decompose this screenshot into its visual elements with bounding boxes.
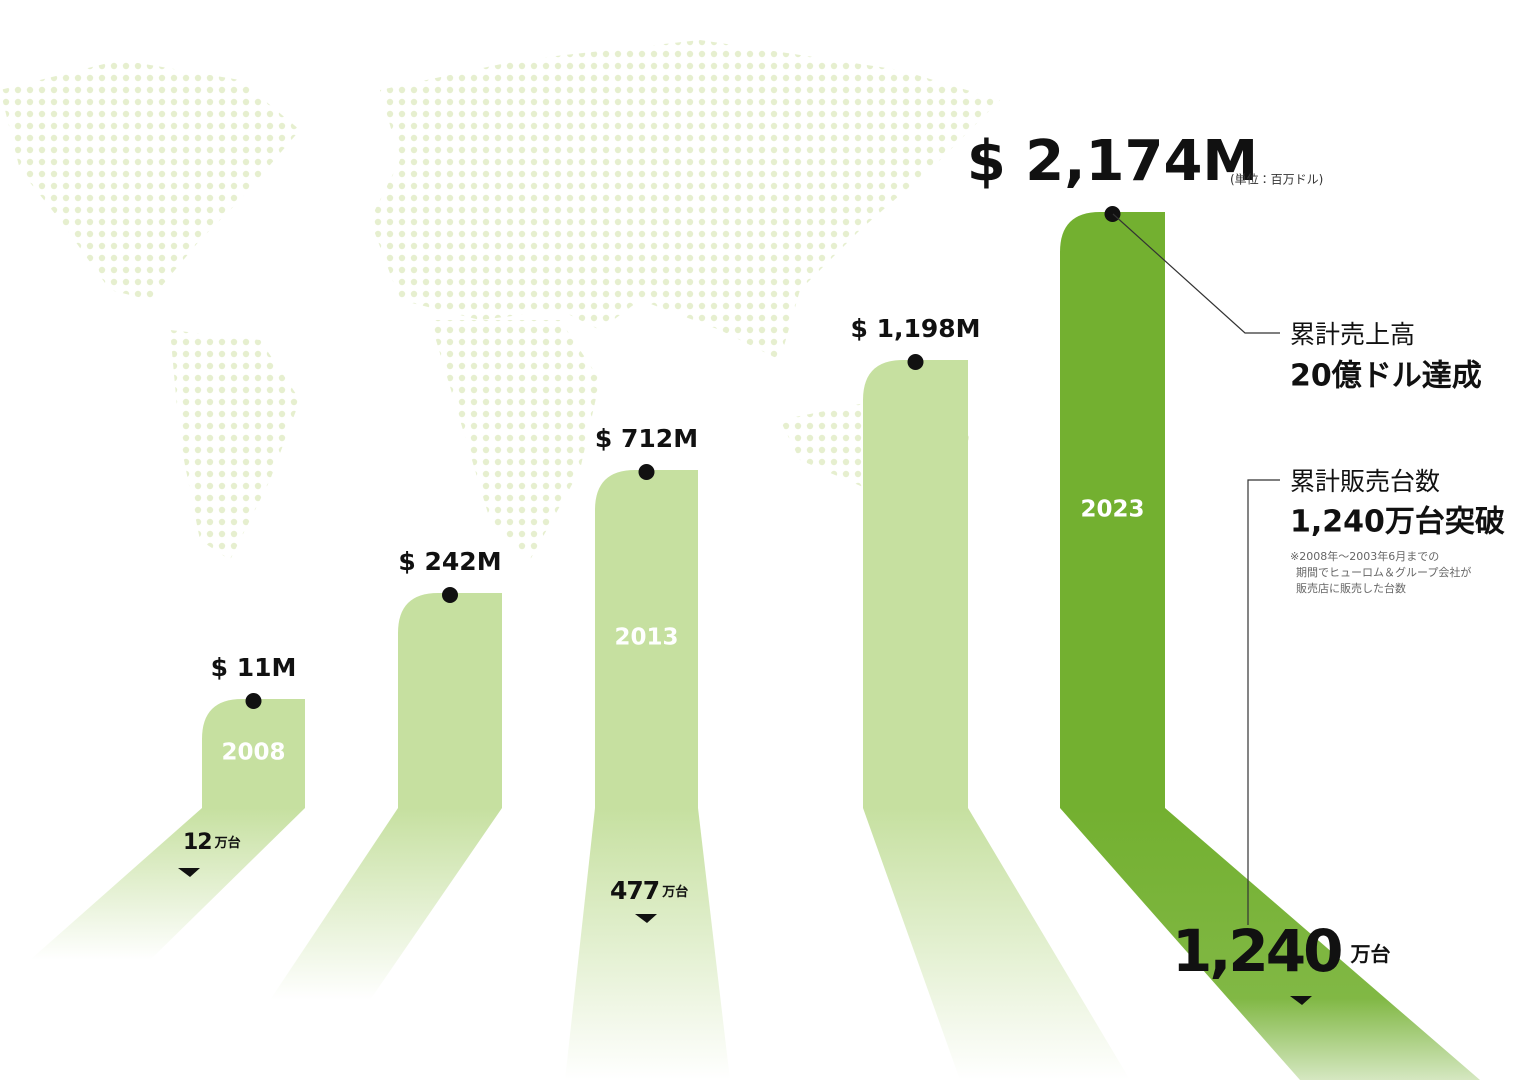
year-label: 2013 [614,625,678,651]
map-dots [430,320,600,560]
units-value: 12 [183,830,212,855]
amount-note: (単位：百万ドル) [1230,173,1323,187]
map-dots [0,60,300,300]
units-arrow [1290,996,1312,1005]
leader-line [1112,213,1280,334]
callout-note: 販売店に販売した台数 [1296,581,1406,595]
callout-label: 累計販売台数 [1290,467,1440,496]
amount-label: $ 1,198M [850,314,980,343]
callout-note: ※2008年～2003年6月までの [1290,549,1439,563]
map-dots [170,330,300,560]
bar-dot [245,693,262,709]
bar-road [270,808,502,1000]
units-arrow [635,914,657,923]
units-label: 1,240 万台 [1172,917,1390,985]
bar [595,470,698,808]
units-value: 1,240 [1172,917,1341,985]
amount-label: $ 11M [211,653,297,682]
units-suffix: 万台 [1349,942,1390,966]
leader-line [1247,479,1280,925]
amount-label: $ 242M [398,547,501,576]
amount-label: $ 2,174M [967,129,1258,194]
callout-headline: 1,240万台突破 [1290,505,1505,540]
amount-label: $ 712M [595,424,698,453]
bar [202,699,305,808]
units-suffix: 万台 [661,884,688,900]
bar [398,593,502,808]
map-dots [370,40,1000,360]
bar-dot [1104,206,1121,222]
units-label: 477 万台 [610,876,688,905]
bar-road [863,808,1130,1080]
year-label: 2023 [1080,497,1144,523]
bar-road [30,808,305,960]
callout-label: 累計売上高 [1290,320,1415,349]
callout-headline: 20億ドル達成 [1290,359,1482,394]
bar [863,360,968,808]
year-label: 2008 [221,740,285,766]
bar-road [1060,808,1480,1080]
bar-dot [907,354,924,370]
bar-road [565,808,730,1080]
bar [1060,212,1165,808]
bar-dot [638,464,655,480]
callout-note: 期間でヒューロム＆グループ会社が [1296,565,1471,579]
units-value: 477 [610,876,659,905]
bar-dot [442,587,458,603]
units-suffix: 万台 [214,835,241,851]
units-arrow [178,868,200,877]
units-label: 12 万台 [183,830,241,855]
